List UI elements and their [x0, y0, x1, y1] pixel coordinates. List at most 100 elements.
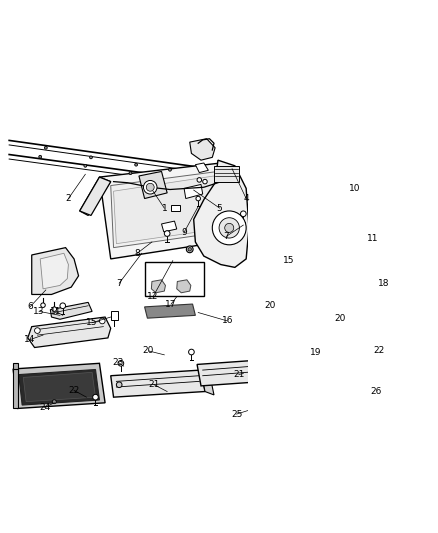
Circle shape — [286, 314, 291, 320]
Circle shape — [196, 196, 201, 201]
Text: 26: 26 — [370, 387, 381, 396]
Text: 10: 10 — [350, 184, 361, 193]
Text: 15: 15 — [283, 256, 294, 265]
Polygon shape — [177, 280, 191, 293]
Polygon shape — [19, 369, 99, 405]
Text: 9: 9 — [181, 228, 187, 237]
Polygon shape — [350, 328, 361, 357]
Text: 20: 20 — [335, 313, 346, 322]
Circle shape — [186, 246, 193, 253]
Text: 18: 18 — [378, 279, 389, 288]
Text: 5: 5 — [217, 204, 223, 213]
Circle shape — [89, 156, 92, 159]
Circle shape — [84, 164, 87, 167]
Circle shape — [219, 217, 240, 238]
Polygon shape — [145, 304, 195, 318]
Text: 22: 22 — [373, 346, 385, 356]
Text: 19: 19 — [310, 348, 321, 357]
Polygon shape — [13, 364, 18, 372]
Polygon shape — [194, 160, 249, 268]
Polygon shape — [171, 205, 180, 211]
Text: 2: 2 — [66, 194, 71, 203]
Polygon shape — [13, 364, 105, 408]
Bar — [305, 245, 312, 254]
Circle shape — [44, 147, 47, 149]
Polygon shape — [280, 328, 353, 359]
Circle shape — [135, 163, 138, 166]
Polygon shape — [253, 211, 262, 216]
Polygon shape — [111, 370, 205, 397]
Polygon shape — [197, 359, 282, 386]
Polygon shape — [50, 302, 92, 319]
Text: 25: 25 — [231, 409, 242, 418]
Text: 21: 21 — [148, 380, 160, 389]
Polygon shape — [162, 221, 177, 232]
Polygon shape — [111, 172, 231, 248]
Polygon shape — [190, 139, 215, 160]
Circle shape — [240, 211, 246, 216]
Circle shape — [188, 248, 191, 251]
Polygon shape — [201, 370, 214, 395]
Circle shape — [146, 183, 154, 191]
Circle shape — [35, 328, 40, 334]
Circle shape — [197, 177, 201, 182]
Text: 16: 16 — [222, 317, 233, 326]
Text: 4: 4 — [244, 194, 249, 203]
Polygon shape — [23, 373, 95, 402]
Circle shape — [39, 156, 42, 158]
Text: 17: 17 — [166, 300, 177, 309]
Text: 1: 1 — [162, 204, 167, 213]
Circle shape — [52, 400, 56, 403]
Polygon shape — [152, 280, 166, 293]
Circle shape — [164, 231, 170, 236]
Circle shape — [41, 303, 45, 308]
Circle shape — [338, 385, 346, 393]
Polygon shape — [184, 184, 203, 198]
Text: 24: 24 — [39, 403, 50, 412]
Polygon shape — [28, 317, 111, 348]
Text: 12: 12 — [147, 292, 159, 301]
Circle shape — [60, 303, 66, 309]
Circle shape — [370, 352, 376, 358]
Polygon shape — [80, 177, 111, 215]
Circle shape — [117, 382, 122, 387]
Text: 20: 20 — [143, 346, 154, 356]
Polygon shape — [13, 369, 18, 408]
Text: 6: 6 — [27, 302, 33, 311]
Text: 20: 20 — [265, 301, 276, 310]
Text: 21: 21 — [233, 370, 244, 379]
Circle shape — [212, 211, 246, 245]
FancyBboxPatch shape — [145, 262, 204, 296]
Circle shape — [203, 179, 207, 184]
Polygon shape — [195, 163, 208, 173]
Circle shape — [118, 360, 124, 366]
Circle shape — [129, 172, 132, 174]
Polygon shape — [139, 172, 167, 198]
Circle shape — [99, 318, 105, 324]
Polygon shape — [334, 380, 353, 397]
Text: 11: 11 — [50, 307, 62, 316]
Text: 22: 22 — [68, 386, 80, 395]
Polygon shape — [113, 176, 226, 244]
Text: 13: 13 — [33, 307, 45, 316]
Circle shape — [169, 168, 171, 171]
Text: 11: 11 — [367, 233, 379, 243]
Circle shape — [225, 223, 234, 232]
Polygon shape — [80, 177, 111, 215]
Polygon shape — [32, 248, 78, 294]
Circle shape — [144, 181, 157, 194]
Circle shape — [52, 307, 57, 311]
Bar — [111, 311, 117, 320]
Text: 7: 7 — [117, 279, 122, 288]
Polygon shape — [99, 163, 238, 259]
Text: 14: 14 — [25, 335, 36, 344]
Text: 23: 23 — [113, 358, 124, 367]
Polygon shape — [40, 253, 68, 289]
Circle shape — [93, 394, 98, 400]
Text: 15: 15 — [86, 318, 98, 327]
Bar — [318, 376, 367, 404]
Circle shape — [359, 321, 365, 327]
Bar — [214, 166, 240, 182]
Text: 8: 8 — [134, 249, 140, 258]
Polygon shape — [277, 359, 290, 384]
